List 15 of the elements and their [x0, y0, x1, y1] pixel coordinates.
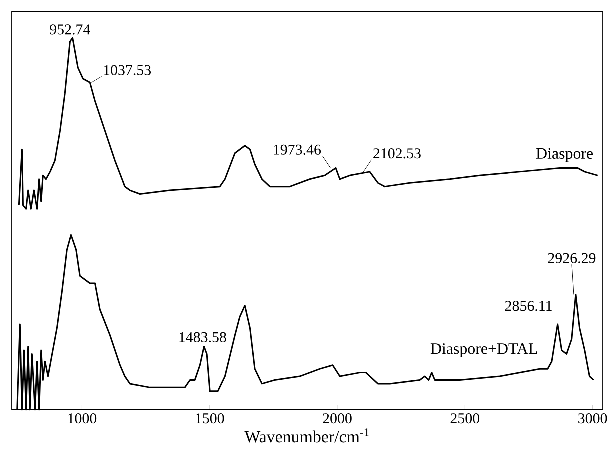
x-tick-label: 2500: [450, 414, 480, 424]
x-axis-title: Wavenumber/cm$^{-1}$: [244, 428, 370, 443]
annotation: 2856.11: [505, 301, 552, 312]
annotation: 1037.53: [104, 65, 152, 76]
series-label: Diaspore: [536, 148, 594, 162]
x-tick-label: 1500: [196, 414, 224, 424]
x-tick-label: 2000: [323, 414, 352, 424]
annotation: 1973.46: [274, 144, 322, 155]
x-tick-label: 1000: [68, 414, 97, 424]
annotation: 2926.29: [548, 253, 596, 264]
annotation: 1483.58: [180, 332, 226, 343]
x-tick-label: 3000: [578, 414, 608, 424]
annotation: 2102.53: [374, 148, 421, 159]
series-label: Diaspore+DTAL: [430, 344, 538, 358]
annotation: 952.74: [50, 24, 90, 35]
